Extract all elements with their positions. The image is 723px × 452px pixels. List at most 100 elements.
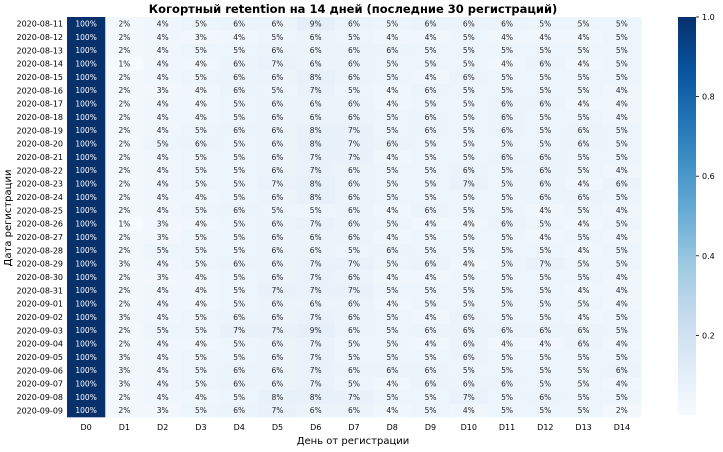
cell-value-label: 6% xyxy=(233,366,245,375)
cell-value-label: 100% xyxy=(75,366,96,375)
heatmap-cell xyxy=(449,43,489,58)
heatmap-cell xyxy=(602,163,642,178)
heatmap-cell xyxy=(296,70,336,84)
heatmap-cell xyxy=(449,323,489,338)
x-tick-label: D7 xyxy=(348,423,359,432)
heatmap-cell xyxy=(296,190,336,204)
x-tick-label: D10 xyxy=(461,423,477,432)
cell-value-label: 6% xyxy=(501,153,513,162)
y-tick-label: 2020-09-01 xyxy=(17,300,64,309)
cell-value-label: 6% xyxy=(539,326,551,335)
heatmap-cell xyxy=(487,403,527,418)
cell-value-label: 6% xyxy=(463,326,475,335)
cell-value-label: 8% xyxy=(310,139,322,148)
heatmap-cell xyxy=(296,363,336,378)
cell-value-label: 4% xyxy=(195,193,207,202)
heatmap-cell xyxy=(602,297,642,311)
heatmap-cell xyxy=(449,257,489,271)
cell-value-label: 5% xyxy=(578,206,590,215)
heatmap-cell xyxy=(526,190,565,204)
heatmap-cell xyxy=(143,17,183,31)
cell-value-label: 7% xyxy=(310,219,322,228)
heatmap-cell xyxy=(487,57,527,71)
cell-value-label: 6% xyxy=(348,233,360,242)
heatmap-cell xyxy=(220,203,259,218)
heatmap-cell xyxy=(602,123,642,138)
heatmap-cell xyxy=(220,310,259,324)
heatmap-cell xyxy=(220,57,259,71)
cell-value-label: 7% xyxy=(310,153,322,162)
cell-value-label: 5% xyxy=(616,59,628,68)
heatmap-cell xyxy=(334,390,374,404)
heatmap-cell xyxy=(220,297,259,311)
cell-value-label: 5% xyxy=(578,113,590,122)
cell-value-label: 4% xyxy=(157,313,169,322)
y-tick-label: 2020-09-09 xyxy=(17,406,64,415)
heatmap-cell xyxy=(526,297,565,311)
cell-value-label: 6% xyxy=(348,406,360,415)
cell-value-label: 5% xyxy=(233,393,245,402)
cell-value-label: 7% xyxy=(463,179,475,188)
heatmap-cell xyxy=(411,70,450,84)
heatmap-cell xyxy=(449,163,489,178)
heatmap-cell xyxy=(449,243,489,258)
heatmap-cell xyxy=(487,123,527,138)
cell-value-label: 4% xyxy=(425,33,437,42)
heatmap-cell xyxy=(526,57,565,71)
heatmap-cell xyxy=(449,310,489,324)
cell-value-label: 6% xyxy=(348,179,360,188)
heatmap-cell xyxy=(334,163,374,178)
heatmap-cell xyxy=(526,150,565,164)
heatmap-cell xyxy=(67,97,106,111)
cell-value-label: 4% xyxy=(463,406,475,415)
heatmap-cell xyxy=(449,190,489,204)
heatmap-cell xyxy=(602,150,642,164)
heatmap-cell xyxy=(526,217,565,231)
cell-value-label: 4% xyxy=(578,246,590,255)
heatmap-cell xyxy=(564,83,604,98)
cell-value-label: 5% xyxy=(157,246,169,255)
cell-value-label: 2% xyxy=(118,326,130,335)
cell-value-label: 5% xyxy=(616,219,628,228)
cell-value-label: 5% xyxy=(386,193,398,202)
cell-value-label: 5% xyxy=(348,353,360,362)
heatmap-cell xyxy=(526,43,565,58)
cell-value-label: 6% xyxy=(272,379,284,388)
cell-value-label: 6% xyxy=(348,273,360,282)
heatmap-cell xyxy=(143,243,183,258)
cell-value-label: 4% xyxy=(157,19,169,28)
cell-value-label: 6% xyxy=(272,139,284,148)
cell-value-label: 5% xyxy=(616,259,628,268)
cell-value-label: 7% xyxy=(348,393,360,402)
cell-value-label: 100% xyxy=(75,126,96,135)
cell-value-label: 2% xyxy=(118,33,130,42)
heatmap-cell xyxy=(526,390,565,404)
heatmap-cell xyxy=(143,310,183,324)
cell-value-label: 7% xyxy=(348,126,360,135)
y-tick-label: 2020-08-23 xyxy=(17,180,64,189)
heatmap-cell xyxy=(220,283,259,298)
cell-value-label: 100% xyxy=(75,19,96,28)
cell-value-label: 100% xyxy=(75,193,96,202)
cell-value-label: 100% xyxy=(75,86,96,95)
cell-value-label: 5% xyxy=(539,219,551,228)
heatmap-cell xyxy=(105,150,144,164)
cell-value-label: 5% xyxy=(233,246,245,255)
heatmap-cell xyxy=(373,97,412,111)
cell-value-label: 6% xyxy=(425,19,437,28)
cell-value-label: 4% xyxy=(386,233,398,242)
heatmap-cell xyxy=(67,337,106,351)
cell-value-label: 5% xyxy=(233,273,245,282)
cell-value-label: 5% xyxy=(578,46,590,55)
heatmap-cell xyxy=(449,403,489,418)
heatmap-cell xyxy=(143,217,183,231)
cell-value-label: 4% xyxy=(157,366,169,375)
heatmap-cell xyxy=(449,363,489,378)
heatmap-cell xyxy=(334,403,374,418)
heatmap-cell xyxy=(258,390,297,404)
heatmap-cell xyxy=(67,190,106,204)
heatmap-cell xyxy=(334,350,374,364)
heatmap-cell xyxy=(411,283,450,298)
heatmap-cell xyxy=(258,377,297,391)
cell-value-label: 6% xyxy=(272,366,284,375)
